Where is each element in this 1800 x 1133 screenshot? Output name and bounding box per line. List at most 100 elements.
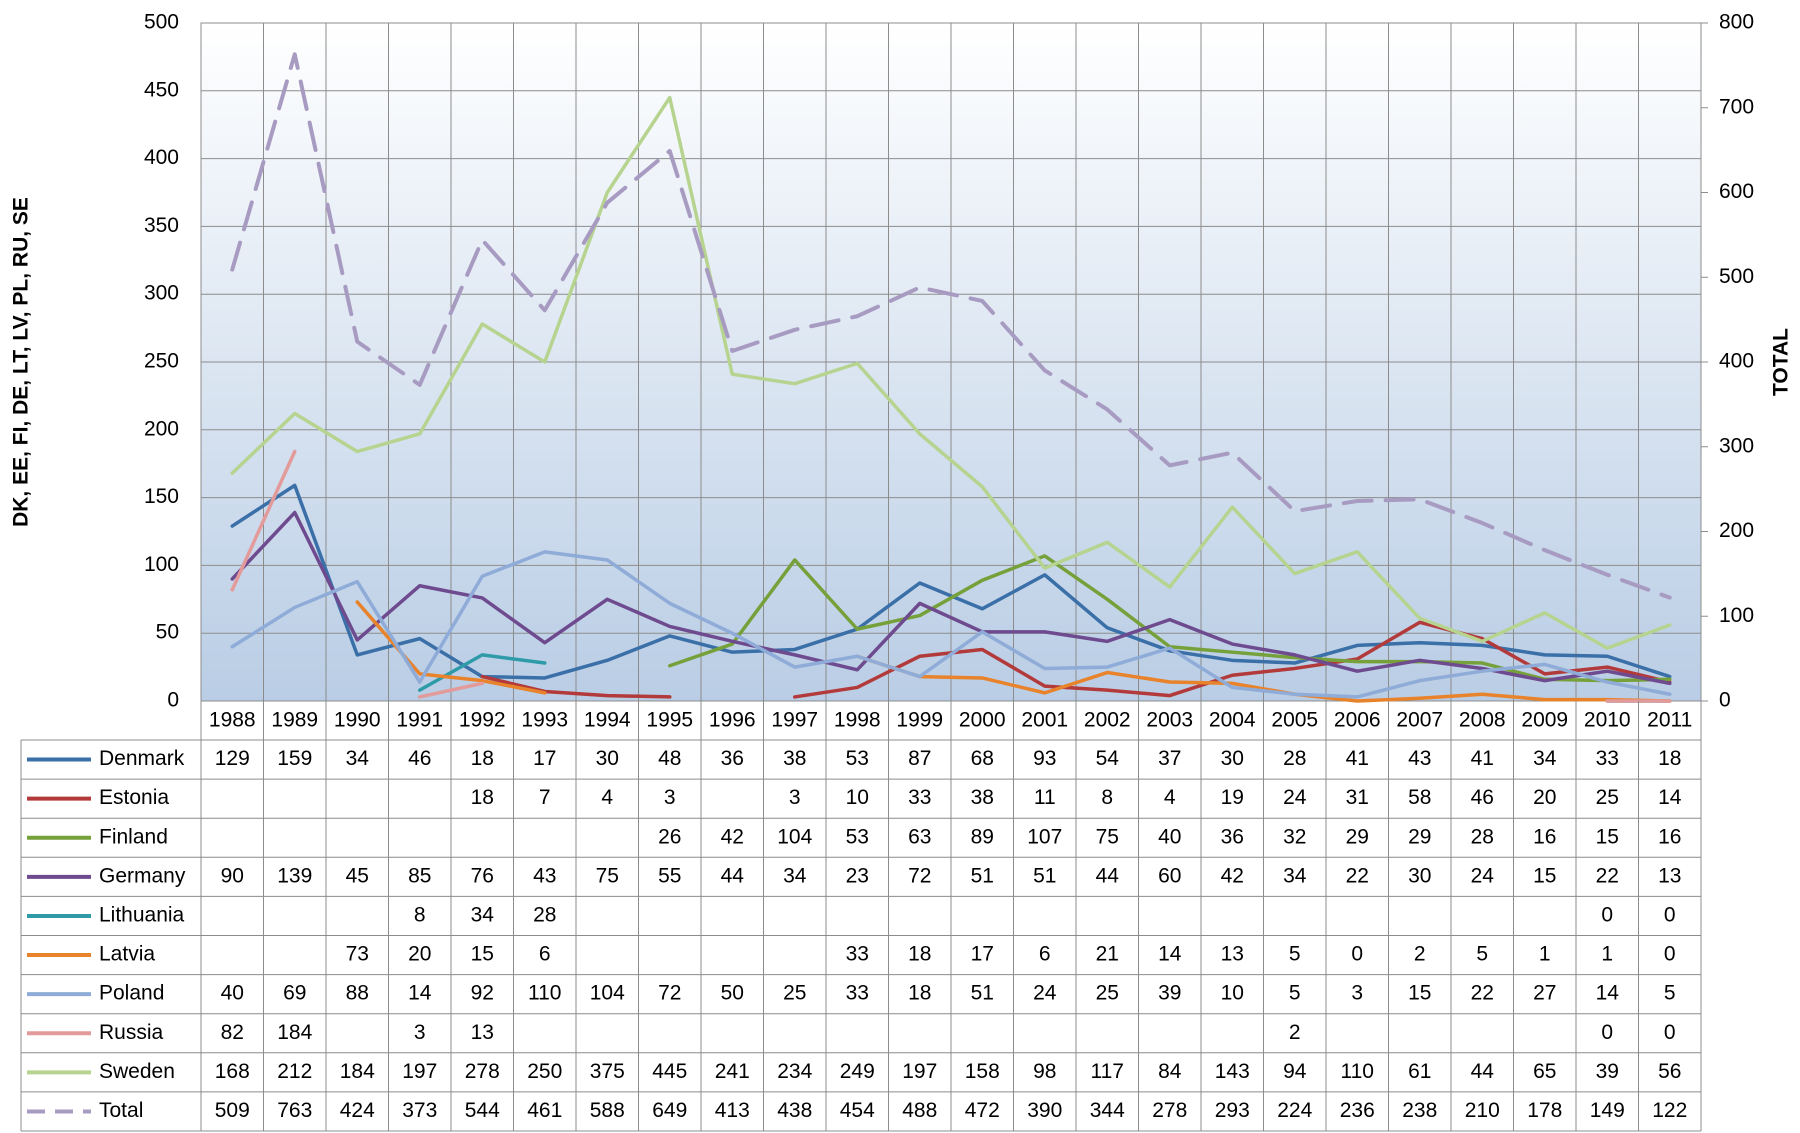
table-cell: 454 [840,1099,875,1122]
table-cell: 15 [1533,864,1556,887]
table-cell: 48 [658,747,681,770]
table-cell: 84 [1158,1060,1182,1083]
table-cell: 34 [783,864,807,887]
table-cell: 33 [846,943,869,966]
table-cell: 18 [471,786,494,809]
table-cell: 18 [908,982,931,1005]
table-cell: 3 [1351,982,1363,1005]
table-cell: 278 [465,1060,500,1083]
x-tick-label: 1994 [584,709,631,732]
table-cell: 34 [1533,747,1557,770]
table-cell: 44 [721,864,745,887]
legend-label: Estonia [99,786,169,809]
table-cell: 51 [1033,864,1056,887]
table-cell: 87 [908,747,931,770]
table-cell: 43 [533,864,556,887]
x-tick-label: 2011 [1647,709,1692,732]
table-cell: 159 [277,747,312,770]
x-tick-label: 2004 [1209,709,1256,732]
table-cell: 488 [902,1099,937,1122]
x-tick-label: 2006 [1334,709,1381,732]
table-cell: 14 [408,982,432,1005]
table-cell: 28 [1471,825,1494,848]
table-cell: 88 [346,982,369,1005]
table-cell: 22 [1596,864,1619,887]
series-line [230,449,297,592]
x-tick-label: 1992 [459,709,506,732]
table-cell: 26 [658,825,681,848]
table-cell: 375 [590,1060,625,1083]
x-tick-label: 2001 [1021,709,1068,732]
series-line [230,52,1672,600]
table-cell: 5 [1476,943,1488,966]
table-cell: 110 [528,982,561,1005]
table-cell: 224 [1277,1099,1312,1122]
table-cell: 25 [1596,786,1619,809]
table-cell: 445 [652,1060,687,1083]
table-cell: 13 [1221,943,1244,966]
y-tick-label: 400 [144,146,179,169]
table-cell: 29 [1408,825,1431,848]
series-line [355,600,547,695]
table-cell: 39 [1596,1060,1619,1083]
table-cell: 25 [783,982,806,1005]
table-cell: 588 [590,1099,625,1122]
y2-tick-label: 500 [1719,265,1754,288]
table-cell: 25 [1096,982,1119,1005]
table-cell: 18 [908,943,931,966]
x-tick-label: 2009 [1521,709,1568,732]
table-cell: 18 [471,747,494,770]
table-cell: 60 [1158,864,1181,887]
table-cell: 30 [596,747,619,770]
table-cell: 184 [340,1060,375,1083]
table-cell: 15 [1408,982,1431,1005]
table-cell: 21 [1096,943,1119,966]
table-cell: 649 [652,1099,687,1122]
series-line [793,620,1672,699]
table-cell: 94 [1283,1060,1307,1083]
table-cell: 85 [408,864,431,887]
table-cell: 178 [1527,1099,1562,1122]
table-cell: 18 [1658,747,1681,770]
table-cell: 20 [408,943,431,966]
x-tick-label: 1999 [896,709,943,732]
y-tick-label: 500 [144,11,179,34]
table-cell: 250 [527,1060,562,1083]
table-cell: 36 [721,747,744,770]
table-cell: 29 [1346,825,1369,848]
table-cell: 33 [908,786,931,809]
x-tick-label: 2008 [1459,709,1506,732]
x-tick-label: 2000 [959,709,1006,732]
table-cell: 55 [658,864,681,887]
table-cell: 22 [1471,982,1494,1005]
table-cell: 544 [465,1099,500,1122]
table-cell: 0 [1664,943,1676,966]
table-cell: 42 [1221,864,1244,887]
table-cell: 40 [1158,825,1181,848]
table-cell: 184 [277,1021,312,1044]
table-cell: 11 [1034,786,1056,809]
table-cell: 17 [971,943,994,966]
table-cell: 31 [1346,786,1369,809]
y-axis-label: DK, EE, FI, DE, LT, LV, PL, RU, SE [10,197,33,527]
y-tick-label: 100 [144,553,179,576]
table-cell: 168 [215,1060,250,1083]
table-cell: 8 [414,903,426,926]
table-cell: 390 [1027,1099,1062,1122]
y-tick-label: 350 [144,214,179,237]
table-cell: 24 [1283,786,1307,809]
table-cell: 14 [1158,943,1182,966]
table-cell: 0 [1664,1021,1676,1044]
table-cell: 472 [965,1099,1000,1122]
table-cell: 0 [1601,903,1613,926]
table-cell: 1 [1539,943,1551,966]
table-cell: 236 [1340,1099,1375,1122]
table-cell: 238 [1402,1099,1437,1122]
table-cell: 30 [1221,747,1244,770]
legend-label: Germany [99,864,186,887]
x-tick-label: 1991 [396,709,443,732]
table-cell: 0 [1664,903,1676,926]
table-cell: 93 [1033,747,1056,770]
table-cell: 22 [1346,864,1369,887]
y-tick-label: 50 [156,621,179,644]
